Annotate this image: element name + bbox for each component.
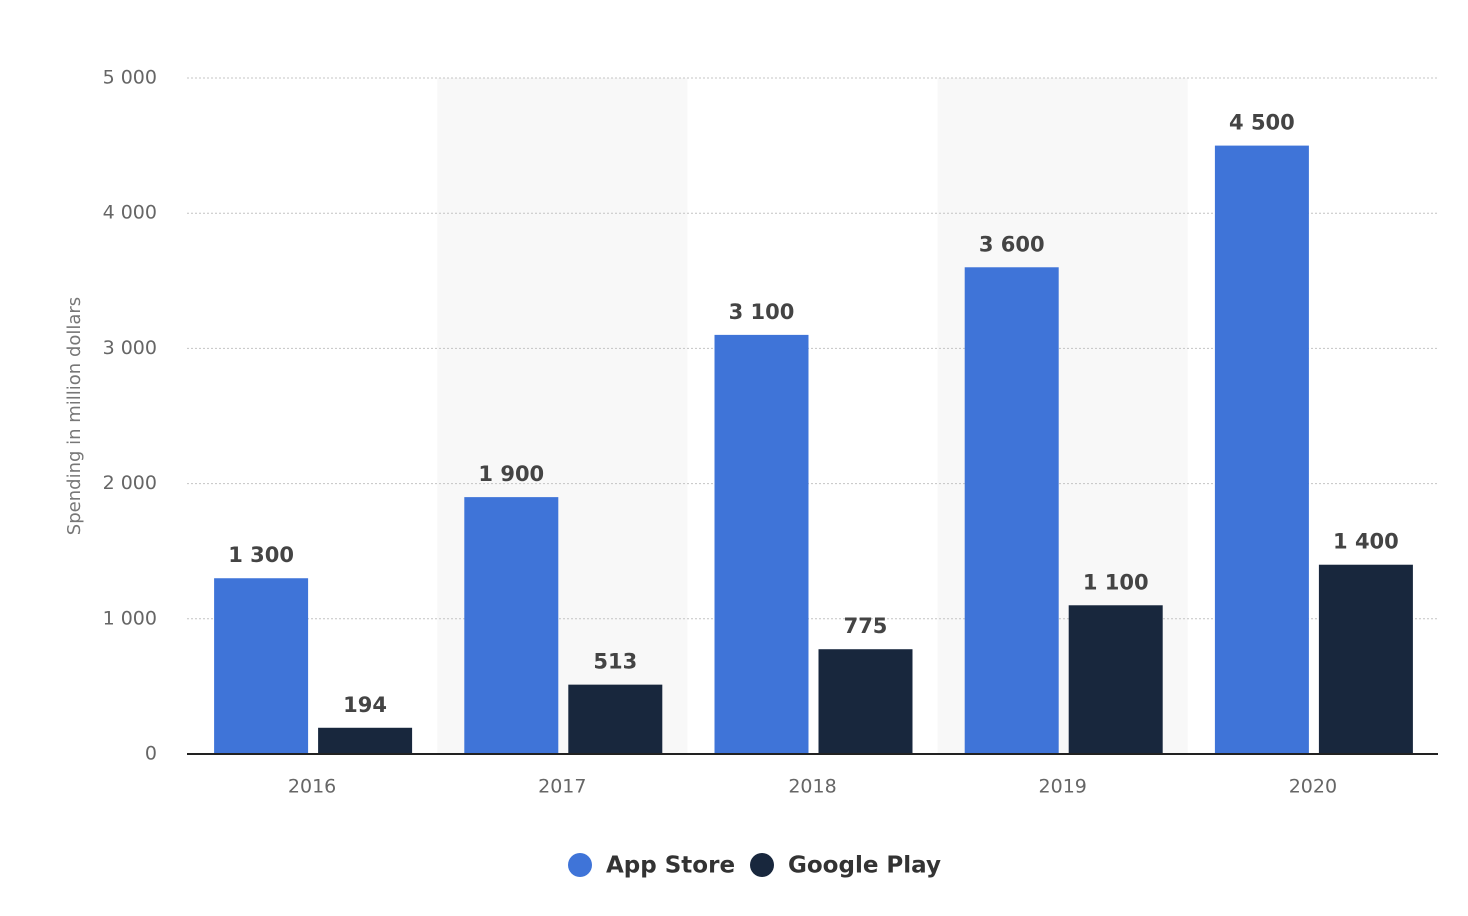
- x-tick-label: 2016: [288, 776, 336, 798]
- y-tick-label: 4 000: [103, 202, 157, 224]
- y-tick-label: 2 000: [103, 472, 157, 494]
- legend-label: Google Play: [788, 853, 941, 879]
- value-label: 1 900: [478, 462, 544, 486]
- legend-swatch: [568, 853, 592, 877]
- value-label: 1 300: [228, 543, 294, 567]
- value-label: 3 100: [729, 300, 795, 324]
- bar: [1214, 145, 1309, 755]
- bar: [964, 267, 1059, 754]
- legend-item: Google Play: [750, 853, 941, 879]
- legend-swatch: [750, 853, 774, 877]
- x-tick-label: 2020: [1289, 776, 1337, 798]
- x-tick-label: 2019: [1039, 776, 1087, 798]
- bar: [318, 727, 413, 754]
- value-label: 4 500: [1229, 111, 1295, 135]
- y-axis-label: Spending in million dollars: [64, 297, 85, 535]
- x-tick-label: 2017: [538, 776, 586, 798]
- bar: [714, 334, 809, 754]
- y-tick-label: 5 000: [103, 67, 157, 89]
- value-label: 513: [593, 650, 637, 674]
- legend-item: App Store: [568, 853, 735, 879]
- value-label: 194: [343, 693, 387, 717]
- value-label: 1 100: [1083, 570, 1149, 594]
- value-label: 775: [844, 614, 888, 638]
- value-label: 1 400: [1333, 530, 1399, 554]
- y-tick-label: 0: [145, 743, 157, 765]
- x-tick-label: 2018: [788, 776, 836, 798]
- bar: [214, 578, 309, 754]
- legend-label: App Store: [606, 853, 735, 879]
- bar: [1068, 605, 1163, 754]
- bar: [464, 497, 559, 754]
- bar: [818, 649, 913, 754]
- bar: [1318, 564, 1413, 754]
- value-label: 3 600: [979, 232, 1045, 256]
- y-tick-label: 1 000: [103, 607, 157, 629]
- y-tick-label: 3 000: [103, 337, 157, 359]
- bar: [568, 684, 663, 754]
